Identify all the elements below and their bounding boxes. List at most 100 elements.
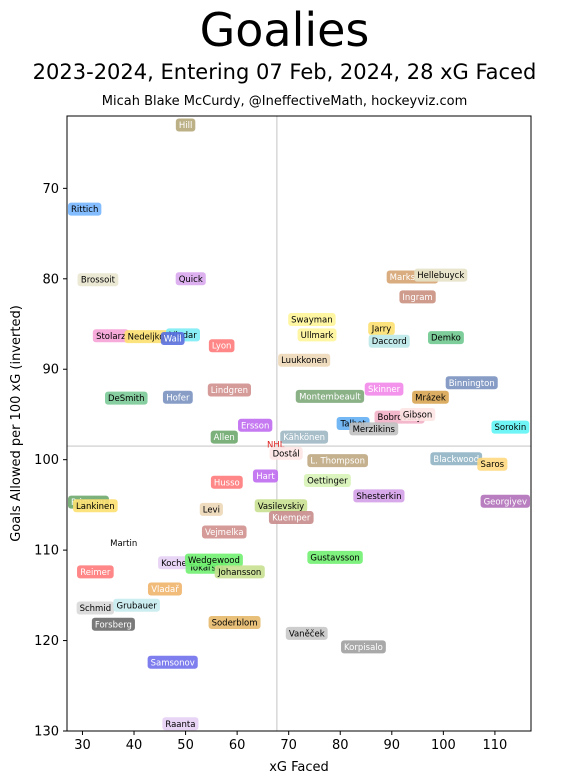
goalie-point: Johansson — [214, 565, 265, 579]
goalie-point: Montembeault — [295, 389, 365, 403]
goalie-name: Vasilevskiy — [258, 502, 305, 512]
goalie-name: Markström — [390, 273, 436, 283]
y-tick-label: 80 — [42, 272, 59, 287]
goalie-point: Korpisalo — [341, 640, 386, 654]
goalie-marker — [480, 494, 530, 508]
goalie-point: Raanta — [162, 717, 199, 731]
goalie-point: Dostál — [269, 446, 303, 460]
goalie-name: Bobrovsky — [378, 413, 422, 423]
y-tick-label: 100 — [34, 453, 59, 468]
goalie-marker — [341, 640, 386, 654]
goalie-marker — [399, 290, 436, 304]
goalie-name: Grubauer — [117, 601, 158, 611]
goalie-name: Brossoit — [81, 276, 116, 286]
goalie-point: Martin — [110, 539, 137, 549]
goalie-point: Jarry — [368, 322, 395, 336]
goalie-marker — [77, 565, 114, 579]
goalie-point: Gustavsson — [307, 550, 363, 564]
goalie-marker — [162, 717, 199, 731]
chart-subtitle: 2023-2024, Entering 07 Feb, 2024, 28 xG … — [32, 60, 537, 84]
goalie-name: Schmid — [80, 604, 112, 614]
x-tick-label: 80 — [332, 738, 349, 753]
goalie-marker — [214, 565, 265, 579]
goalie-marker — [175, 118, 196, 132]
goalie-name: Swayman — [291, 315, 332, 325]
y-tick-label: 110 — [34, 544, 59, 559]
goalie-name: Jarry — [371, 325, 392, 335]
goalie-marker — [430, 452, 483, 466]
goalie-marker — [207, 383, 252, 397]
goalie-name: Kuemper — [272, 514, 311, 524]
goalie-point: Samsonov — [147, 655, 198, 669]
goalie-point: Hill — [175, 118, 196, 132]
goalie-point: Luukkonen — [278, 353, 331, 367]
goalie-marker — [368, 334, 410, 348]
goalie-marker — [491, 420, 530, 434]
goalie-name: Mrázek — [415, 393, 446, 403]
x-tick-label: 70 — [280, 738, 297, 753]
goalie-marker — [76, 601, 115, 615]
x-tick-label: 50 — [177, 738, 194, 753]
goalie-marker — [201, 525, 247, 539]
goalie-marker — [278, 353, 331, 367]
goalie-name: Dostál — [273, 449, 300, 459]
x-tick-label: 30 — [74, 738, 91, 753]
goalie-name: Demko — [431, 334, 461, 344]
goalie-name: Luukkonen — [281, 356, 327, 366]
x-axis: 30 40 50 60 70 80 90 100 110 — [74, 731, 507, 753]
goalie-point: Schmid — [76, 601, 115, 615]
goalie-name: Gustavsson — [310, 553, 359, 563]
goalie-marker — [160, 331, 185, 345]
goalie-point: Lankinen — [73, 499, 118, 513]
goalie-marker — [353, 489, 405, 503]
goalie-name: Hart — [256, 472, 275, 482]
goalie-point: Kuemper — [268, 511, 314, 525]
goalie-marker — [184, 553, 243, 567]
goalie-point: Saros — [477, 457, 508, 471]
goalie-point: Grubauer — [113, 598, 160, 612]
goalie-marker — [268, 511, 314, 525]
goalie-marker — [445, 376, 498, 390]
goalie-point: Allen — [210, 430, 238, 444]
goalie-name: Wedgewood — [188, 556, 240, 566]
x-tick-label: 110 — [482, 738, 507, 753]
goalie-name: Vaněček — [289, 628, 325, 639]
goalie-name: Daccord — [372, 337, 407, 347]
goalie-marker — [105, 391, 148, 405]
goalie-marker — [412, 390, 449, 404]
goalie-name: Hofer — [166, 393, 190, 403]
goalie-point: Levi — [199, 502, 223, 516]
goalie-point: Husso — [210, 475, 243, 489]
goalie-point: Sorokin — [491, 420, 530, 434]
goalie-point: Demko — [427, 331, 464, 345]
chart-credit: Micah Blake McCurdy, @IneffectiveMath, h… — [101, 94, 468, 109]
goalie-name: Skinner — [368, 385, 401, 395]
goalie-point: Ullmark — [297, 328, 337, 342]
goalie-marker — [92, 329, 129, 343]
goalie-marker — [307, 550, 363, 564]
y-tick-label: 70 — [42, 182, 59, 197]
goalie-marker — [162, 390, 193, 404]
goalie-name: Binnington — [449, 379, 495, 389]
goalie-name: Johansson — [217, 568, 261, 578]
goalie-name: Tokarski — [188, 563, 223, 573]
goalie-marker — [307, 454, 368, 468]
goalie-marker — [113, 598, 160, 612]
goalie-marker — [477, 457, 508, 471]
goalie-name: Saros — [481, 460, 505, 470]
goalie-name: NHL — [267, 440, 285, 450]
goalie-point: Hofer — [162, 390, 193, 404]
goalie-point: Georgiyev — [480, 494, 530, 508]
goalie-marker — [91, 617, 135, 631]
goalie-name: Korpisalo — [344, 643, 383, 653]
goalie-marker — [280, 430, 329, 444]
plot-frame — [66, 115, 532, 732]
goalie-marker — [68, 202, 102, 216]
goalie-marker — [199, 502, 223, 516]
goalie-marker — [414, 268, 468, 282]
goalie-name: Ingram — [402, 293, 432, 303]
goalie-marker — [285, 626, 328, 640]
goalie-point: Oettinger — [303, 473, 351, 487]
goalie-marker — [364, 382, 404, 396]
goalie-name: Hellebuyck — [417, 271, 464, 281]
